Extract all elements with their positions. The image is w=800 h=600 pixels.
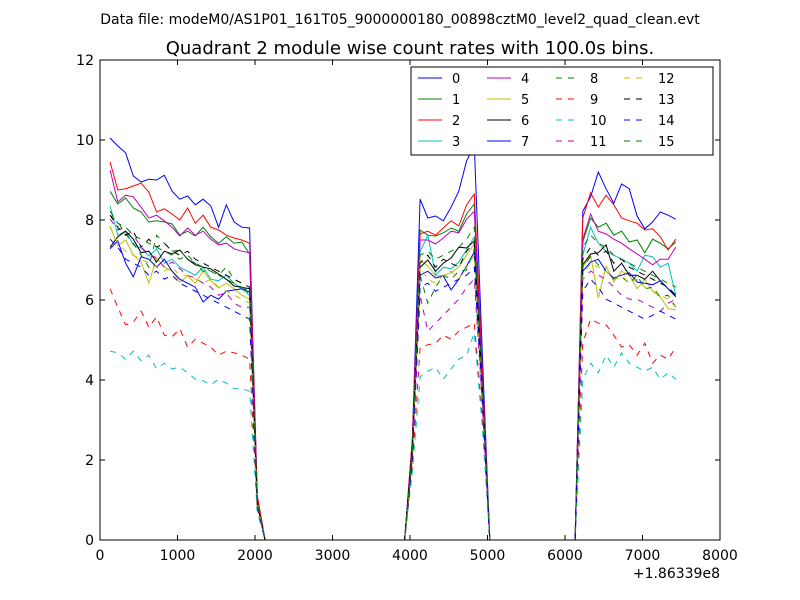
legend-label-6: 6: [521, 114, 529, 129]
x-tick-label: 0: [96, 548, 105, 564]
legend-label-12: 12: [658, 72, 675, 87]
y-tick-label: 0: [85, 533, 94, 549]
x-tick-label: 6000: [547, 548, 583, 564]
legend-label-11: 11: [590, 135, 607, 150]
x-tick-label: 3000: [315, 548, 351, 564]
x-tick-label: 1000: [160, 548, 196, 564]
legend-box: [410, 66, 714, 156]
x-offset-label: +1.86339e8: [633, 566, 720, 582]
y-tick-label: 12: [76, 53, 94, 69]
legend-label-2: 2: [452, 114, 460, 129]
legend-label-3: 3: [452, 135, 460, 150]
legend-label-5: 5: [521, 93, 529, 108]
legend-label-10: 10: [590, 114, 607, 129]
legend-label-4: 4: [521, 72, 529, 87]
series-layer: [109, 137, 677, 540]
series-line-10: [109, 332, 677, 540]
legend-label-7: 7: [521, 135, 529, 150]
legend-label-1: 1: [452, 93, 460, 108]
legend-label-8: 8: [590, 72, 598, 87]
x-tick-label: 7000: [625, 548, 661, 564]
suptitle: Data file: modeM0/AS1P01_161T05_90000001…: [100, 12, 700, 28]
series-line-9: [109, 288, 677, 540]
x-tick-label: 4000: [392, 548, 428, 564]
x-tick-label: 8000: [702, 548, 738, 564]
series-line-8: [109, 214, 677, 540]
legend-label-13: 13: [658, 93, 675, 108]
series-line-14: [109, 238, 677, 540]
y-tick-label: 8: [85, 213, 94, 229]
y-tick-label: 10: [76, 133, 94, 149]
x-tick-label: 2000: [237, 548, 273, 564]
legend-label-0: 0: [452, 72, 460, 87]
y-tick-label: 6: [85, 293, 94, 309]
legend-label-15: 15: [658, 135, 675, 150]
chart-title: Quadrant 2 module wise count rates with …: [166, 38, 655, 59]
legend-label-14: 14: [658, 114, 675, 129]
x-tick-label: 5000: [470, 548, 506, 564]
tick-layer: 0 1000 2000 3000 4000 5000 6000 7000 80000246810…: [76, 53, 738, 564]
series-line-13: [109, 214, 677, 540]
legend-label-9: 9: [590, 93, 598, 108]
y-tick-label: 4: [85, 373, 94, 389]
y-tick-label: 2: [85, 453, 94, 469]
